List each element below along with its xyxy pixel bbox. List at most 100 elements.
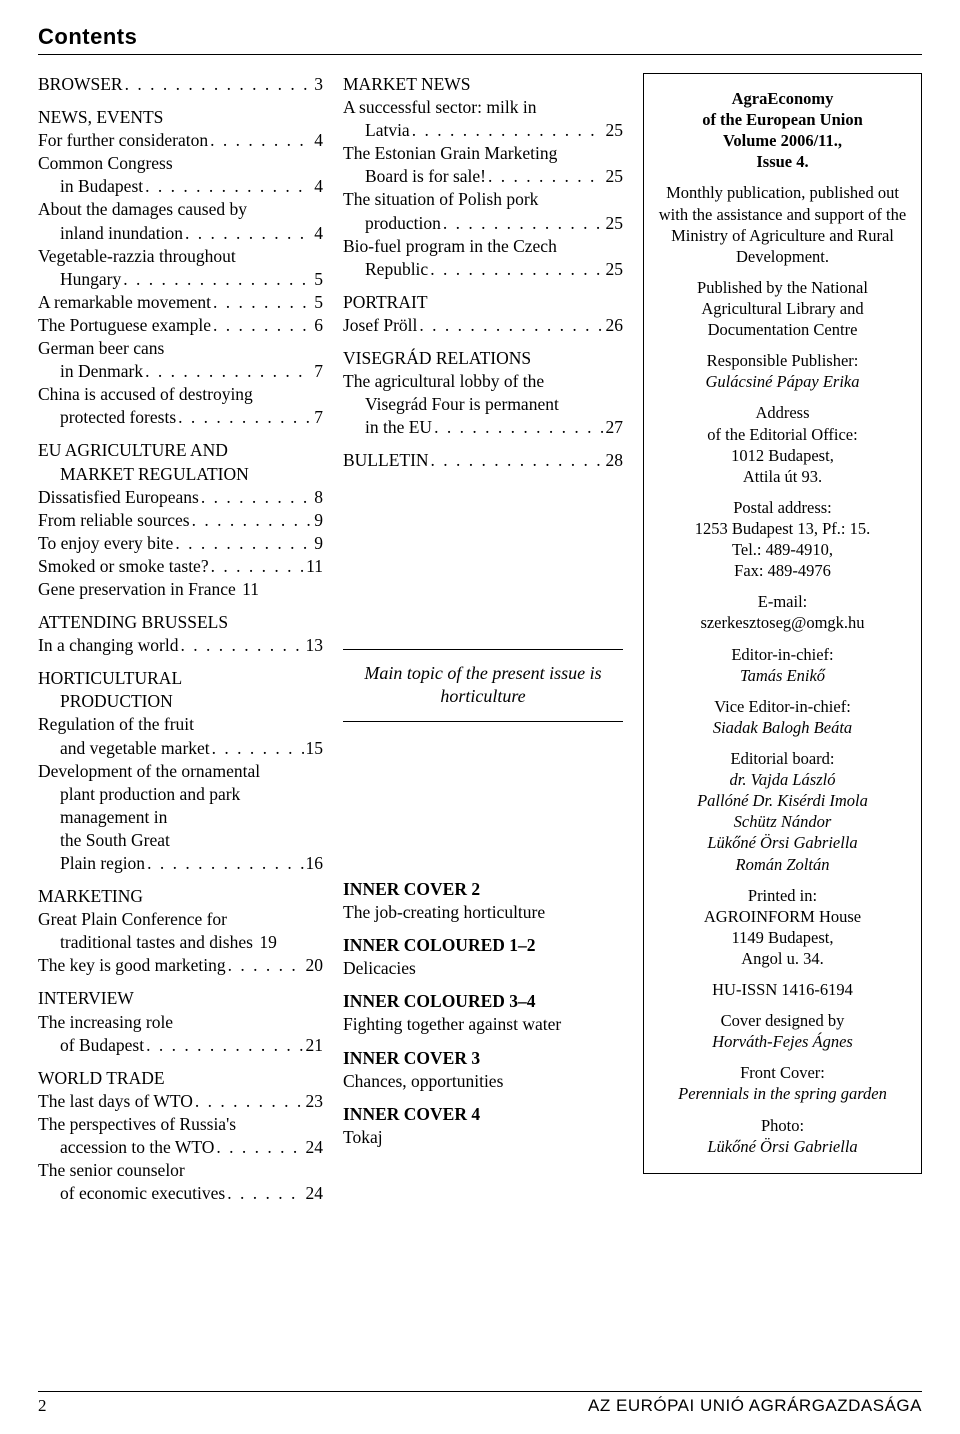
pub-title: AgraEconomy [656, 88, 909, 109]
page-number: 24 [304, 1136, 324, 1159]
toc-label: The last days of WTO [38, 1090, 193, 1113]
label: of the Editorial Office: [656, 424, 909, 445]
toc-entry: Vegetable-razzia throughout [38, 245, 323, 268]
value: 1253 Budapest 13, Pf.: 15. [656, 518, 909, 539]
toc-entry: Plain region16 [38, 852, 323, 875]
page-number: 19 [257, 931, 277, 954]
toc-entry: China is accused of destroying [38, 383, 323, 406]
value: Attila út 93. [656, 466, 909, 487]
page-number: 27 [604, 416, 624, 439]
toc-entry: A remarkable movement5 [38, 291, 323, 314]
toc-label: of economic executives [60, 1182, 225, 1205]
label: Address [656, 402, 909, 423]
toc-label: The situation of Polish pork [343, 188, 538, 211]
toc-entry: About the damages caused by [38, 198, 323, 221]
toc-entry: The agricultural lobby of the [343, 370, 623, 393]
main-topic: Main topic of the present issue is horti… [343, 656, 623, 716]
toc-entry: Common Congress [38, 152, 323, 175]
page-number: 16 [304, 852, 324, 875]
leader-dots [193, 1090, 304, 1113]
cover-head: INNER COVER 2 [343, 878, 623, 901]
label: E-mail: [656, 591, 909, 612]
toc-label: To enjoy every bite [38, 532, 173, 555]
leader-dots [211, 314, 312, 337]
leader-dots [143, 360, 312, 383]
toc-entry: of Budapest21 [38, 1034, 323, 1057]
toc-entry: The perspectives of Russia's [38, 1113, 323, 1136]
page-number: 15 [304, 737, 324, 760]
section-head: PORTRAIT [343, 291, 623, 314]
toc-label: China is accused of destroying [38, 383, 253, 406]
section-head: WORLD TRADE [38, 1067, 323, 1090]
column-3: AgraEconomy of the European Union Volume… [643, 73, 922, 1205]
toc-label: Latvia [365, 119, 410, 142]
toc-browser: BROWSER 3 [38, 73, 323, 96]
value: Lükőné Örsi Gabriella [656, 1136, 909, 1157]
value: Tamás Enikő [656, 665, 909, 686]
page-number: 20 [304, 954, 324, 977]
leader-dots [410, 119, 604, 142]
toc-label: For further consideraton [38, 129, 208, 152]
toc-entry: plant production and park [38, 783, 323, 806]
label: Photo: [656, 1115, 909, 1136]
toc-label: Common Congress [38, 152, 173, 175]
toc-label: The senior counselor [38, 1159, 185, 1182]
page-number: 3 [312, 73, 323, 96]
toc-label: A successful sector: milk in [343, 96, 536, 119]
toc-entry: The key is good marketing20 [38, 954, 323, 977]
toc-label: production [365, 212, 441, 235]
footer-rule [38, 1391, 922, 1392]
toc-label: Vegetable-razzia throughout [38, 245, 236, 268]
cover-head: INNER COVER 3 [343, 1047, 623, 1070]
leader-dots [145, 852, 303, 875]
toc-label: The Portuguese example [38, 314, 211, 337]
toc-entry: traditional tastes and dishes 19 [38, 931, 323, 954]
toc-label: in the EU [365, 416, 432, 439]
page-number: 11 [304, 555, 323, 578]
toc-entry: and vegetable market15 [38, 737, 323, 760]
column-2: MARKET NEWS A successful sector: milk in… [343, 73, 623, 1205]
toc-label: Bio-fuel program in the Czech [343, 235, 557, 258]
toc-entry: in the EU 27 [343, 416, 623, 439]
toc-label: traditional tastes and dishes [60, 931, 253, 954]
value: 1012 Budapest, [656, 445, 909, 466]
toc-label: Great Plain Conference for [38, 908, 227, 931]
toc-entry: Dissatisfied Europeans8 [38, 486, 323, 509]
leader-dots [417, 314, 603, 337]
cover-text: The job-creating horticulture [343, 901, 623, 924]
value: Horváth-Fejes Ágnes [656, 1031, 909, 1052]
section-head: INTERVIEW [38, 987, 323, 1010]
toc-label: In a changing world [38, 634, 178, 657]
toc-label: German beer cans [38, 337, 164, 360]
page-number: 5 [312, 268, 323, 291]
section-head: HORTICULTURAL [38, 667, 323, 690]
toc-label: The perspectives of Russia's [38, 1113, 236, 1136]
leader-dots [211, 291, 312, 314]
toc-label: From reliable sources [38, 509, 190, 532]
value: Angol u. 34. [656, 948, 909, 969]
toc-label: Board is for sale! [365, 165, 486, 188]
toc-label: protected forests [60, 406, 176, 429]
toc-entry: accession to the WTO 24 [38, 1136, 323, 1159]
toc-entry: management in [38, 806, 323, 829]
value: szerkesztoseg@omgk.hu [656, 612, 909, 633]
toc-label: Smoked or smoke taste? [38, 555, 209, 578]
section-head: PRODUCTION [60, 690, 173, 713]
section-head: MARKET REGULATION [60, 463, 249, 486]
toc-entry: in Denmark7 [38, 360, 323, 383]
value: Siadak Balogh Beáta [656, 717, 909, 738]
toc-entry: Bio-fuel program in the Czech [343, 235, 623, 258]
page-number: 4 [312, 222, 323, 245]
label: Postal address: [656, 497, 909, 518]
leader-dots [441, 212, 604, 235]
pub-description: Monthly publication, published out with … [656, 182, 909, 266]
toc-entry: Board is for sale!25 [343, 165, 623, 188]
topic-rule-top [343, 649, 623, 650]
toc-label: in Budapest [60, 175, 143, 198]
value: AGROINFORM House [656, 906, 909, 927]
toc-entry: of economic executives24 [38, 1182, 323, 1205]
toc-label: accession to the WTO [60, 1136, 214, 1159]
toc-entry: Visegrád Four is permanent [343, 393, 623, 416]
page-number: 23 [304, 1090, 324, 1113]
value: Lükőné Örsi Gabriella [656, 832, 909, 853]
